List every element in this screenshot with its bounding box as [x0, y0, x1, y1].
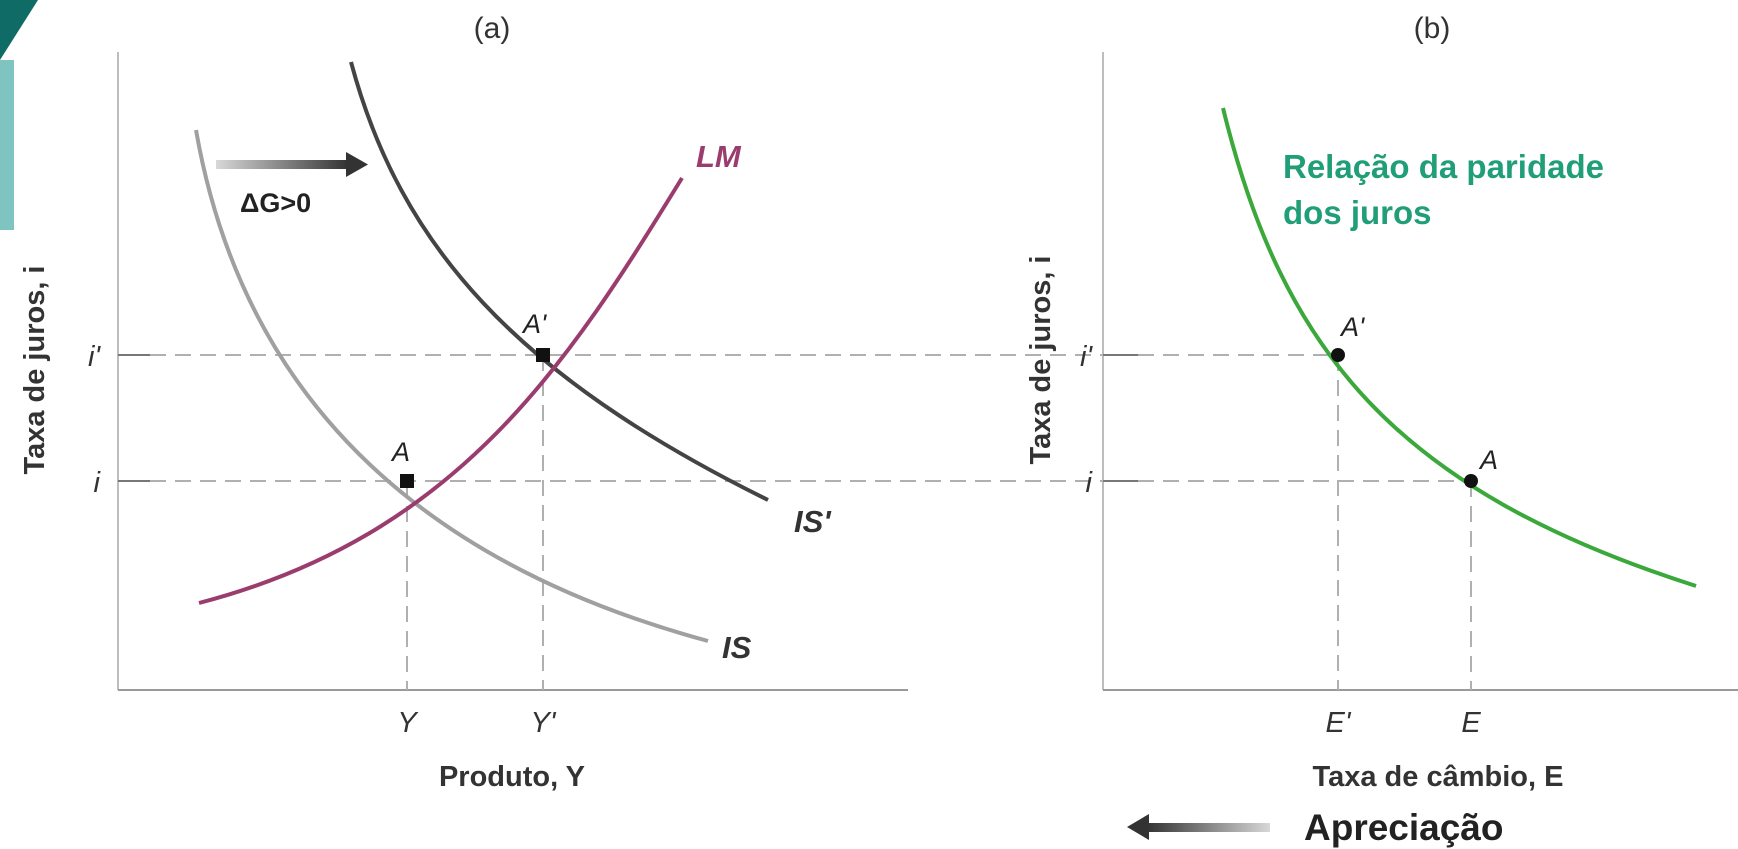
- appreciation-label: Apreciação: [1304, 807, 1504, 848]
- panel-a: (a) A A' LM IS' IS ΔG: [19, 12, 1108, 793]
- panel-a-tick-label-i-prime: i': [88, 341, 101, 373]
- panel-a-title: (a): [474, 12, 511, 45]
- panel-b-y-axis-title: Taxa de juros, i: [1025, 256, 1057, 465]
- panel-a-tick-label-y-prime: Y': [531, 707, 557, 739]
- panel-b-tick-label-e: E: [1461, 707, 1481, 739]
- point-a-prime-label: A': [521, 309, 547, 339]
- panel-b-tick-label-i-prime: i': [1080, 341, 1093, 373]
- panel-b-tick-label-i: i: [1086, 467, 1094, 499]
- panel-b-point-a-marker: [1464, 474, 1478, 488]
- interest-parity-label-line-2: dos juros: [1283, 194, 1432, 231]
- panel-a-y-axis-title: Taxa de juros, i: [19, 266, 51, 475]
- panel-b-point-a-prime-marker: [1331, 348, 1345, 362]
- shift-label: ΔG>0: [240, 188, 311, 218]
- panel-b-title: (b): [1414, 12, 1451, 45]
- lm-curve: [198, 176, 684, 605]
- panel-b-point-a-label: A: [1478, 445, 1498, 475]
- interest-parity-label-line-1: Relação da paridade: [1283, 148, 1604, 185]
- is-curve: [194, 129, 709, 643]
- shift-arrow: [216, 152, 368, 177]
- is-prime-label: IS': [794, 504, 832, 539]
- interest-parity-curve: [1221, 107, 1697, 588]
- panel-b-x-axis-title: Taxa de câmbio, E: [1313, 761, 1564, 793]
- is-prime-curve: [349, 61, 769, 502]
- panel-b-tick-label-e-prime: E': [1326, 707, 1352, 739]
- point-a-label: A: [390, 437, 410, 467]
- panel-b: (b) A' A Relação da paridade dos juros i…: [1025, 12, 1738, 848]
- panel-a-x-axis-title: Produto, Y: [439, 761, 585, 793]
- appreciation-arrow: [1127, 814, 1270, 840]
- point-a-marker: [400, 474, 414, 488]
- panel-a-tick-label-i: i: [94, 467, 102, 499]
- is-label: IS: [722, 630, 752, 665]
- corner-accent: [0, 0, 38, 230]
- panel-b-point-a-prime-label: A': [1339, 312, 1365, 342]
- lm-label: LM: [696, 139, 742, 174]
- panel-a-tick-label-y: Y: [397, 707, 419, 739]
- point-a-prime-marker: [536, 348, 550, 362]
